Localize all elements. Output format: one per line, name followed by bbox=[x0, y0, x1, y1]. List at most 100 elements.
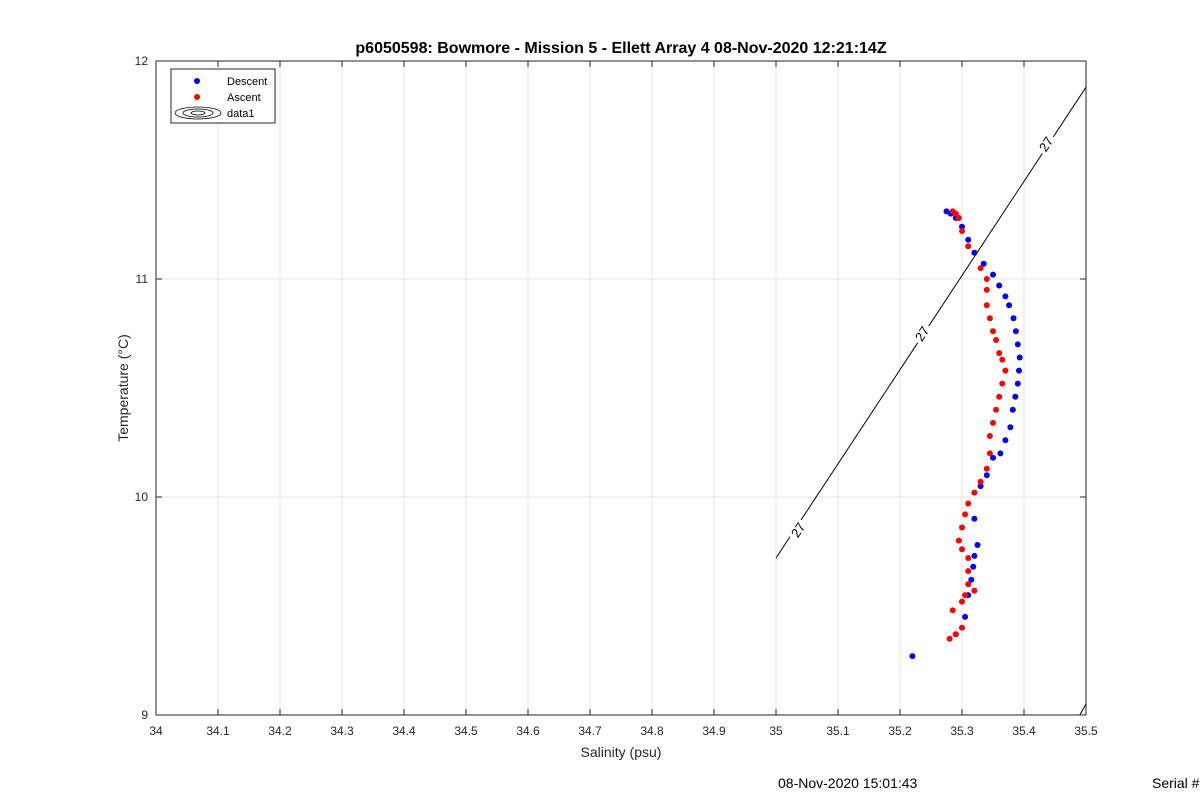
contour-label-bg bbox=[1033, 131, 1058, 157]
y-axis-ticks: 9 10 11 12 bbox=[135, 54, 1086, 722]
ascent-point bbox=[999, 356, 1006, 363]
x-tick-label: 34.9 bbox=[702, 724, 726, 738]
ascent-point bbox=[949, 208, 956, 215]
contour-level-label: 27 bbox=[788, 520, 808, 540]
ascent-point bbox=[959, 546, 965, 553]
descent-point bbox=[968, 576, 975, 583]
descent-point bbox=[1012, 393, 1019, 400]
ascent-point bbox=[986, 433, 993, 439]
descent-point bbox=[990, 454, 996, 461]
legend-label-descent: Descent bbox=[227, 76, 267, 88]
plot-area bbox=[155, 60, 1087, 716]
descent-point bbox=[909, 653, 916, 660]
descent-point bbox=[971, 515, 978, 522]
data-points bbox=[909, 208, 1023, 660]
x-tick-label: 34.3 bbox=[330, 724, 354, 738]
descent-point bbox=[1006, 302, 1013, 309]
legend-marker-ascent bbox=[194, 94, 200, 100]
density-contours: 27 27 27 bbox=[775, 86, 1087, 716]
ascent-point bbox=[983, 286, 990, 293]
ascent-point bbox=[986, 450, 993, 457]
y-tick-label: 12 bbox=[135, 54, 149, 68]
x-tick-label: 34.7 bbox=[578, 724, 602, 738]
descent-point bbox=[980, 260, 987, 267]
descent-point bbox=[1007, 424, 1014, 431]
y-tick-label: 11 bbox=[136, 272, 149, 286]
legend-marker-descent bbox=[194, 78, 200, 84]
x-tick-label: 35.5 bbox=[1074, 724, 1098, 738]
descent-point bbox=[1016, 367, 1022, 374]
ascent-point bbox=[971, 489, 978, 496]
x-tick-label: 34 bbox=[149, 724, 163, 738]
descent-point bbox=[1012, 328, 1019, 335]
ascent-point bbox=[983, 465, 990, 472]
ascent-point bbox=[952, 631, 959, 638]
ascent-point bbox=[996, 393, 1003, 400]
legend: Descent Ascent data1 bbox=[170, 68, 276, 124]
legend-marker-contour-icon bbox=[174, 106, 222, 120]
ascent-point bbox=[965, 555, 972, 561]
x-tick-label: 34.4 bbox=[392, 724, 416, 738]
contour-line bbox=[775, 86, 1087, 559]
ascent-point bbox=[946, 635, 953, 642]
ascent-point bbox=[971, 587, 978, 594]
descent-point bbox=[974, 542, 981, 548]
x-tick-label: 35.4 bbox=[1012, 724, 1036, 738]
x-axis-ticks: 34 34.1 34.2 34.3 34.4 34.5 34.6 34.7 34.8 34.9 35… bbox=[149, 61, 1098, 738]
ascent-point bbox=[965, 568, 972, 575]
ascent-point bbox=[993, 406, 1000, 413]
ascent-point bbox=[965, 500, 972, 507]
x-tick-label: 35 bbox=[769, 724, 783, 738]
ascent-point bbox=[949, 607, 956, 614]
legend-label-data1: data1 bbox=[227, 108, 255, 120]
ascent-point bbox=[965, 243, 972, 250]
descent-point bbox=[971, 249, 978, 256]
descent-point bbox=[997, 450, 1004, 457]
ascent-point bbox=[965, 581, 972, 588]
x-tick-label: 35.1 bbox=[826, 724, 850, 738]
descent-point bbox=[962, 613, 969, 620]
ascent-point bbox=[977, 265, 984, 272]
ascent-point bbox=[977, 478, 984, 485]
descent-point bbox=[1016, 354, 1023, 361]
ascent-point bbox=[959, 524, 965, 531]
ascent-point bbox=[959, 228, 965, 234]
ascent-point bbox=[962, 592, 969, 599]
descent-point bbox=[1014, 341, 1021, 348]
grid-lines bbox=[156, 61, 1086, 715]
x-tick-label: 34.5 bbox=[454, 724, 478, 738]
ascent-point bbox=[999, 380, 1006, 387]
ascent-point bbox=[959, 624, 965, 631]
descent-point bbox=[1010, 315, 1017, 322]
ascent-point bbox=[993, 337, 1000, 343]
descent-point bbox=[971, 552, 978, 559]
legend-label-ascent: Ascent bbox=[227, 92, 261, 104]
descent-point bbox=[1014, 380, 1021, 387]
descent-point bbox=[1009, 406, 1016, 413]
x-tick-label: 34.2 bbox=[268, 724, 292, 738]
legend-box bbox=[170, 68, 276, 124]
contour-level-label: 27 bbox=[1036, 134, 1056, 154]
contour-line bbox=[1079, 703, 1087, 716]
descent-point bbox=[990, 271, 996, 278]
ascent-point bbox=[1002, 367, 1009, 374]
ascent-point bbox=[955, 537, 962, 544]
y-tick-label: 9 bbox=[141, 708, 148, 722]
ascent-point bbox=[990, 419, 996, 426]
descent-point bbox=[1002, 437, 1009, 444]
x-axis-label: Salinity (psu) bbox=[581, 744, 662, 760]
ascent-point bbox=[986, 315, 993, 322]
descent-point bbox=[943, 208, 950, 215]
y-axis-label: Temperature (°C) bbox=[115, 334, 131, 442]
ascent-point bbox=[990, 328, 996, 335]
descent-point bbox=[996, 282, 1003, 289]
ascent-point bbox=[962, 511, 969, 518]
ascent-point bbox=[983, 276, 990, 282]
descent-point bbox=[959, 223, 965, 230]
contour-level-label: 27 bbox=[912, 324, 932, 344]
y-tick-label: 10 bbox=[135, 490, 149, 504]
footer-timestamp: 08-Nov-2020 15:01:43 bbox=[778, 775, 918, 791]
descent-point bbox=[977, 483, 984, 490]
x-tick-label: 34.1 bbox=[206, 724, 230, 738]
